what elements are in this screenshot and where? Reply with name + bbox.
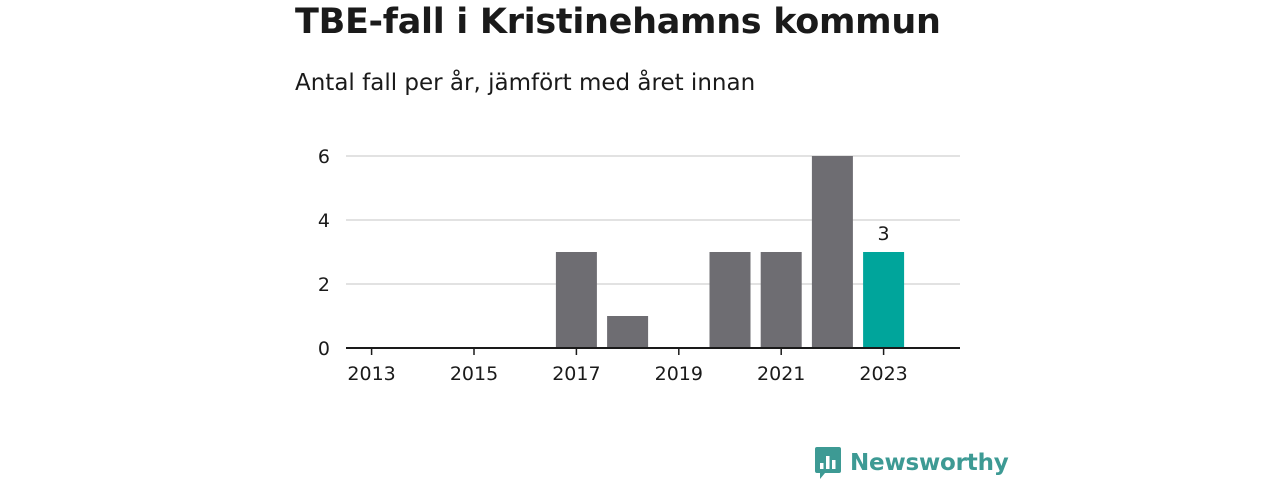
y-tick-label: 0 bbox=[318, 338, 330, 360]
bar-2021 bbox=[760, 252, 802, 348]
brand-logo: Newsworthy bbox=[814, 446, 1009, 480]
x-tick-label: 2021 bbox=[757, 363, 805, 385]
grid-lines bbox=[346, 155, 960, 285]
bar-2017 bbox=[555, 252, 597, 348]
x-tick-label: 2015 bbox=[450, 363, 498, 385]
brand-name: Newsworthy bbox=[850, 450, 1009, 476]
bar-2018 bbox=[607, 316, 649, 348]
y-tick-label: 6 bbox=[318, 146, 330, 168]
y-tick-label: 4 bbox=[318, 210, 330, 232]
x-tick-label: 2013 bbox=[347, 363, 395, 385]
bar-chart-speech-bubble-icon bbox=[815, 447, 841, 479]
y-tick-label: 2 bbox=[318, 274, 330, 296]
x-axis bbox=[346, 347, 960, 355]
bar-2023 bbox=[863, 252, 905, 348]
x-tick-label: 2023 bbox=[859, 363, 907, 385]
x-tick-label: 2019 bbox=[655, 363, 703, 385]
data-labels: 3 bbox=[878, 223, 890, 245]
data-label-2023: 3 bbox=[878, 223, 890, 245]
bar-2022 bbox=[811, 156, 853, 348]
bar-2020 bbox=[709, 252, 751, 348]
y-axis-tick-labels: 0 2 4 6 bbox=[318, 146, 330, 360]
chart-title: TBE-fall i Kristinehamns kommun bbox=[295, 2, 941, 42]
chart-subtitle: Antal fall per år, jämfört med året inna… bbox=[295, 70, 756, 96]
x-tick-label: 2017 bbox=[552, 363, 600, 385]
bars bbox=[555, 156, 905, 348]
x-axis-tick-labels: 2013 2015 2017 2019 2021 2023 bbox=[347, 363, 907, 385]
